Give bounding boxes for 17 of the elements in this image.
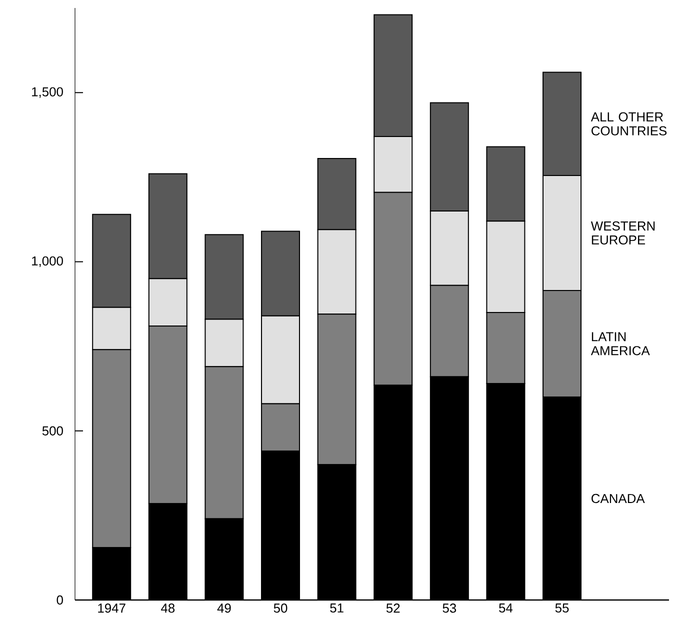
x-tick-label: 48: [160, 604, 175, 613]
x-tick-label: 49: [217, 604, 231, 613]
series-label: CANADA: [592, 494, 645, 504]
x-tick-label: 54: [499, 604, 513, 613]
y-tick-label: 1,000: [32, 256, 63, 268]
series-label: ALL OTHER COUNTRIES: [590, 112, 667, 136]
x-tick-label: 53: [442, 604, 456, 613]
y-tick-label: 1,500: [32, 87, 63, 98]
x-tick-label: 52: [386, 604, 400, 613]
y-tick-label: 0: [56, 595, 63, 605]
x-tick-label: 1947: [98, 604, 126, 613]
series-label: LATIN AMERICA: [590, 332, 650, 356]
x-tick-label: 55: [555, 604, 569, 613]
series-label: WESTERN EUROPE: [590, 221, 655, 245]
x-tick-label: 50: [274, 604, 288, 613]
x-tick-label: 51: [330, 604, 344, 613]
y-tick-label: 500: [42, 426, 63, 436]
